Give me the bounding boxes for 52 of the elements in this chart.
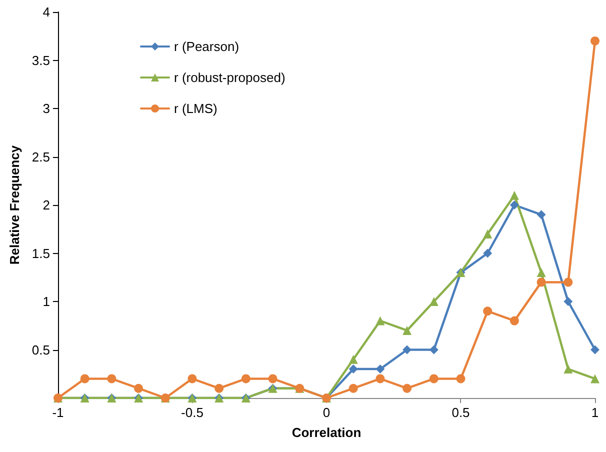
point (268, 374, 278, 384)
point (348, 384, 358, 393)
point (590, 36, 600, 46)
y-tick-label: 2 (42, 198, 50, 212)
y-axis-title: Relative Frequency (7, 144, 22, 265)
point (134, 384, 144, 393)
point (376, 364, 385, 374)
point (456, 374, 466, 384)
point (483, 229, 492, 238)
point (564, 278, 573, 287)
y-tick-label: 2.5 (32, 149, 50, 164)
point (483, 306, 492, 316)
point (429, 345, 438, 354)
x-tick-label: 1 (591, 405, 599, 420)
point (376, 316, 385, 326)
legend-label: r (LMS) (174, 101, 218, 116)
legend-label: r (robust-proposed) (174, 70, 286, 85)
point (348, 364, 358, 374)
point (429, 374, 438, 384)
point (376, 374, 385, 384)
point (564, 297, 573, 306)
point (536, 268, 546, 278)
point (241, 374, 250, 384)
point (510, 190, 519, 200)
point (590, 374, 600, 384)
point (348, 354, 358, 364)
point (188, 374, 197, 384)
point (510, 316, 519, 326)
x-tick-label: -1 (52, 405, 64, 420)
y-tick-label: 1 (42, 294, 50, 309)
point (107, 374, 116, 384)
y-tick-label: 4 (42, 4, 50, 20)
x-tick-label: 0.5 (452, 405, 470, 420)
point (80, 374, 90, 384)
x-axis-title: Correlation (292, 425, 362, 440)
point (214, 384, 224, 393)
point (402, 345, 412, 354)
point (564, 364, 573, 374)
legend-label: r (Pearson) (174, 39, 240, 54)
y-tick-label: 3 (42, 101, 50, 116)
point (402, 326, 412, 335)
point (536, 278, 546, 287)
point (590, 345, 600, 354)
x-tick-label: 0 (322, 405, 330, 420)
y-tick-label: 0.5 (32, 342, 50, 358)
point (510, 200, 519, 210)
x-tick-label: -0.5 (181, 405, 204, 420)
y-tick-label: 1.5 (32, 246, 50, 261)
point (402, 384, 412, 393)
y-tick-label: 3.5 (32, 52, 50, 68)
point (536, 210, 546, 220)
point (483, 248, 492, 258)
